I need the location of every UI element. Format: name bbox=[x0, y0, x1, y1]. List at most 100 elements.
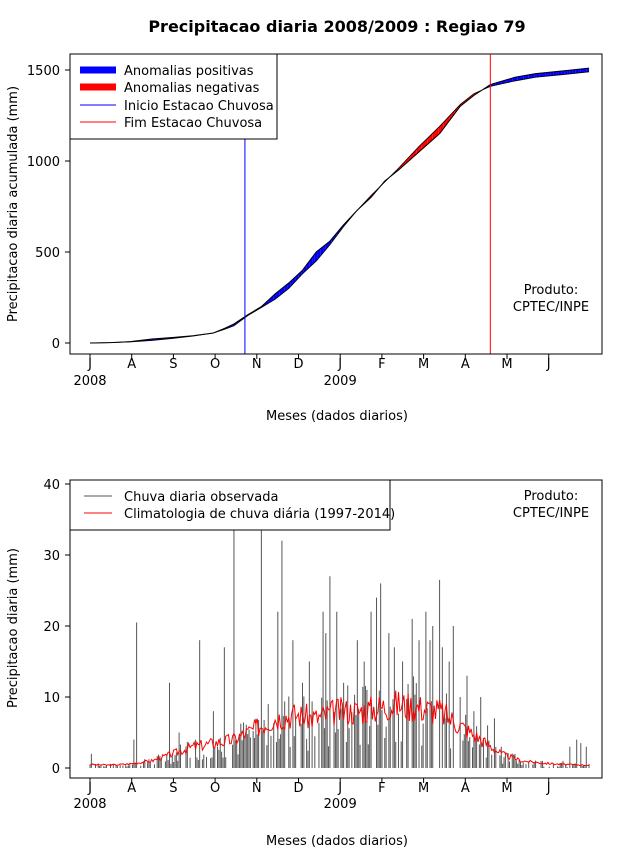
x-tick-label: A bbox=[127, 781, 136, 796]
anomaly-positive bbox=[545, 72, 548, 77]
y-tick-label: 1000 bbox=[27, 155, 60, 170]
y-tick-label: 20 bbox=[43, 620, 60, 635]
anomaly-positive bbox=[298, 271, 302, 279]
x-tick-label: O bbox=[210, 357, 220, 372]
bottom-legend-box bbox=[69, 479, 391, 531]
anomaly-positive bbox=[564, 70, 568, 75]
anomaly-positive bbox=[547, 72, 551, 77]
anomaly-positive bbox=[314, 250, 318, 263]
x-tick-label: M bbox=[501, 357, 512, 372]
anomaly-positive bbox=[575, 69, 579, 74]
x-tick-label: N bbox=[252, 357, 262, 372]
climatology-cumulative-line bbox=[89, 71, 590, 344]
top-season-lines bbox=[244, 54, 491, 354]
anomaly-positive bbox=[556, 71, 559, 76]
top-y-axis-label: Precipitacao diaria acumulada (mm) bbox=[6, 86, 21, 322]
x-tick-label: N bbox=[252, 781, 262, 796]
anomaly-positive bbox=[534, 73, 537, 78]
x-tick-label: A bbox=[461, 357, 470, 372]
bottom-climatology bbox=[89, 690, 590, 767]
bottom-y-axis-label: Precipitacao diaria (mm) bbox=[6, 548, 21, 708]
y-tick-label: 500 bbox=[35, 246, 60, 261]
x-tick-label: J bbox=[337, 781, 342, 796]
anomaly-positive bbox=[561, 70, 565, 75]
bottom-product-source: CPTEC/INPE bbox=[513, 506, 589, 521]
x-tick-label: S bbox=[169, 357, 177, 372]
anomaly-positive bbox=[572, 69, 576, 74]
y-tick-label: 0 bbox=[52, 337, 60, 352]
x-year-label: 2008 bbox=[73, 374, 106, 389]
legend-label-climatology: Climatologia de chuva diária (1997-2014) bbox=[124, 507, 395, 522]
anomaly-positive bbox=[525, 74, 529, 79]
x-tick-label: F bbox=[378, 357, 385, 372]
anomaly-positive bbox=[536, 73, 540, 78]
legend-label-end: Fim Estacao Chuvosa bbox=[124, 116, 262, 131]
anomaly-positive bbox=[550, 71, 554, 76]
y-tick-label: 1500 bbox=[27, 64, 60, 79]
x-tick-label: M bbox=[418, 781, 429, 796]
anomaly-positive bbox=[586, 68, 590, 73]
anomaly-positive bbox=[309, 257, 313, 268]
anomaly-positive bbox=[567, 70, 570, 75]
anomaly-positive bbox=[558, 71, 562, 75]
bottom-product-label: Produto: bbox=[524, 489, 579, 504]
x-tick-label: J bbox=[546, 781, 551, 796]
x-year-label: 2009 bbox=[324, 797, 357, 812]
y-tick-label: 10 bbox=[43, 691, 60, 706]
anomaly-positive bbox=[517, 76, 521, 81]
x-tick-label: D bbox=[293, 357, 303, 372]
anomaly-positive bbox=[531, 73, 535, 79]
x-tick-label: F bbox=[378, 781, 385, 796]
anomaly-positive bbox=[520, 75, 524, 80]
observed-cumulative-line bbox=[89, 67, 590, 344]
anomaly-negative bbox=[405, 158, 409, 165]
x-tick-label: J bbox=[87, 781, 92, 796]
anomaly-negative bbox=[408, 155, 411, 162]
anomaly-positive bbox=[578, 69, 581, 73]
y-tick-label: 30 bbox=[43, 549, 60, 564]
top-panel: 0 500 1000 1500 J A S O N D J F M A M J 2008 2009 Meses … bbox=[6, 53, 603, 424]
bottom-x-axis-label: Meses (dados diarios) bbox=[266, 834, 408, 849]
anomaly-negative bbox=[402, 161, 406, 167]
bottom-y-axis: 0 10 20 30 40 bbox=[43, 478, 71, 777]
x-tick-label: M bbox=[501, 781, 512, 796]
anomaly-negative bbox=[410, 152, 414, 160]
legend-label-positive: Anomalias positivas bbox=[124, 64, 254, 79]
x-tick-label: D bbox=[293, 781, 303, 796]
anomaly-positive bbox=[528, 74, 532, 79]
x-tick-label: O bbox=[210, 781, 220, 796]
bottom-legend: Chuva diaria observada Climatologia de c… bbox=[69, 479, 395, 531]
legend-label-observed: Chuva diaria observada bbox=[124, 490, 278, 505]
chart-title: Precipitacao diaria 2008/2009 : Regiao 7… bbox=[148, 17, 525, 36]
top-legend: Anomalias positivas Anomalias negativas … bbox=[69, 53, 278, 140]
top-product-source: CPTEC/INPE bbox=[513, 300, 589, 315]
anomaly-negative bbox=[446, 116, 450, 125]
x-tick-label: A bbox=[461, 781, 470, 796]
y-tick-label: 40 bbox=[43, 478, 60, 493]
top-x-axis: J A S O N D J F M A M J 2008 2009 bbox=[73, 353, 551, 389]
x-tick-label: A bbox=[127, 357, 136, 372]
anomaly-positive bbox=[580, 68, 584, 73]
anomaly-positive bbox=[569, 69, 573, 74]
top-x-axis-label: Meses (dados diarios) bbox=[266, 409, 408, 424]
x-tick-label: M bbox=[418, 357, 429, 372]
bottom-daily-bars bbox=[89, 526, 590, 768]
x-tick-label: J bbox=[546, 357, 551, 372]
anomaly-positive bbox=[514, 76, 518, 81]
top-anomaly-areas bbox=[89, 67, 590, 344]
top-product-label: Produto: bbox=[524, 283, 579, 298]
x-tick-label: J bbox=[87, 357, 92, 372]
x-tick-label: S bbox=[169, 781, 177, 796]
top-y-axis: 0 500 1000 1500 bbox=[27, 64, 71, 352]
anomaly-positive bbox=[295, 274, 299, 282]
x-year-label: 2008 bbox=[73, 797, 106, 812]
climatology-daily-line bbox=[89, 690, 590, 767]
anomaly-positive bbox=[320, 246, 324, 257]
anomaly-positive bbox=[553, 71, 557, 76]
x-tick-label: J bbox=[337, 357, 342, 372]
anomaly-positive bbox=[539, 72, 543, 77]
anomaly-positive bbox=[328, 239, 332, 247]
